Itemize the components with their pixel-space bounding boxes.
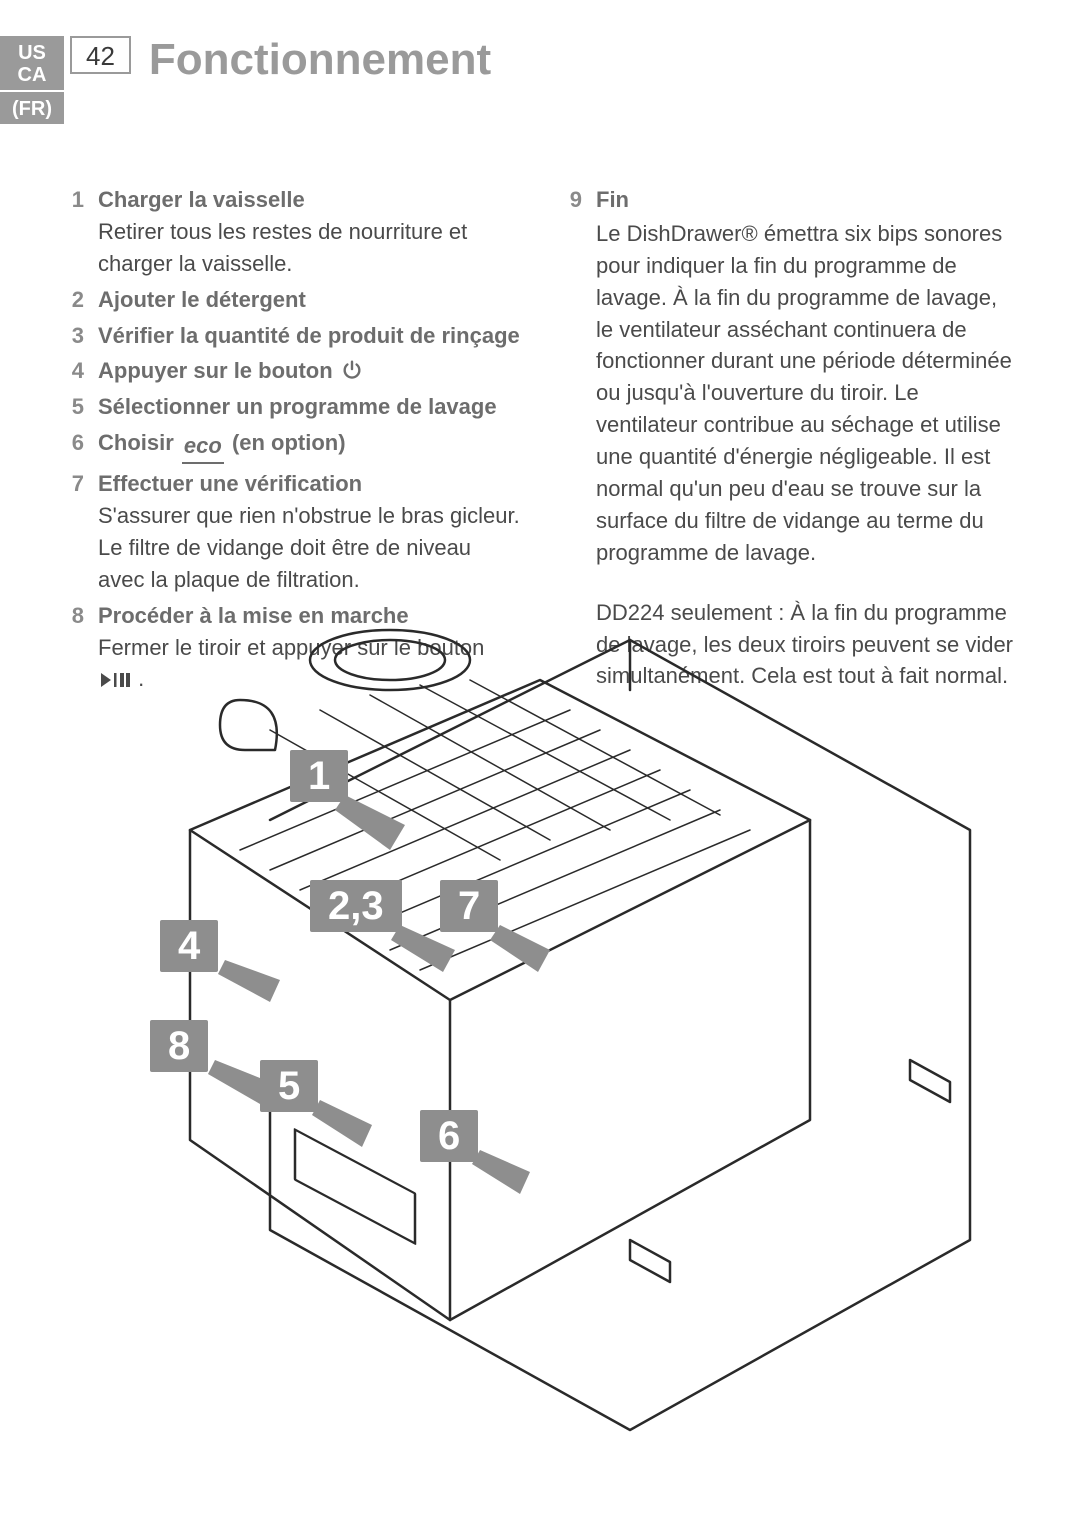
dishwasher-line-drawing [70, 620, 1010, 1450]
content-columns: 1Charger la vaisselleRetirer tous les re… [0, 124, 1080, 699]
figure-callout-1: 1 [290, 750, 348, 802]
figure-callout-2-3: 2,3 [310, 880, 402, 932]
step-body: Ajouter le détergent [98, 284, 522, 316]
lang-tab: (FR) [0, 92, 64, 124]
region-tab: US CA [0, 36, 64, 90]
step-3: 3Vérifier la quantité de produit de rinç… [64, 320, 522, 352]
step-number: 9 [562, 184, 596, 692]
step-5: 5Sélectionner un programme de lavage [64, 391, 522, 423]
step-7: 7Effectuer une vérificationS'assurer que… [64, 468, 522, 596]
step-body: Sélectionner un programme de lavage [98, 391, 522, 423]
step-6: 6Choisir eco (en option) [64, 427, 522, 464]
step-number: 1 [64, 184, 98, 280]
step-number: 3 [64, 320, 98, 352]
eco-icon: eco [182, 430, 224, 464]
step-number: 2 [64, 284, 98, 316]
step-number: 5 [64, 391, 98, 423]
step-body: Choisir eco (en option) [98, 427, 522, 464]
figure-callout-8: 8 [150, 1020, 208, 1072]
step-body: Vérifier la quantité de produit de rinça… [98, 320, 522, 352]
figure-callout-4: 4 [160, 920, 218, 972]
step-number: 6 [64, 427, 98, 464]
step-2: 2Ajouter le détergent [64, 284, 522, 316]
step-4: 4Appuyer sur le bouton [64, 355, 522, 387]
step-9: 9FinLe DishDrawer® émettra six bips sono… [562, 184, 1020, 692]
step-number: 7 [64, 468, 98, 596]
region-tabs: US CA (FR) [0, 36, 64, 124]
step-1: 1Charger la vaisselleRetirer tous les re… [64, 184, 522, 280]
dishwasher-figure: 1 2,3 7 4 85 6 [70, 620, 1010, 1450]
page-header: US CA (FR) 42 Fonctionnement [0, 0, 1080, 124]
figure-callout-5: 5 [260, 1060, 318, 1112]
page-number-box: 42 [70, 36, 131, 74]
step-body: Effectuer une vérificationS'assurer que … [98, 468, 522, 596]
step-body: FinLe DishDrawer® émettra six bips sonor… [596, 184, 1020, 692]
page-number: 42 [86, 41, 115, 72]
step-body: Charger la vaisselleRetirer tous les res… [98, 184, 522, 280]
figure-callout-7: 7 [440, 880, 498, 932]
figure-callout-6: 6 [420, 1110, 478, 1162]
page-title: Fonctionnement [149, 36, 491, 82]
power-icon [341, 359, 363, 381]
step-body: Appuyer sur le bouton [98, 355, 522, 387]
step-number: 4 [64, 355, 98, 387]
